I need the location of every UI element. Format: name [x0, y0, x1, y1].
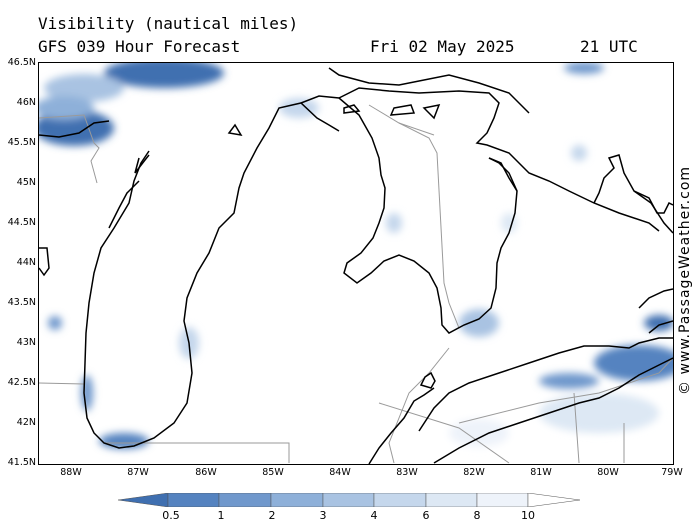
legend-label: 4 — [370, 509, 378, 522]
legend-swatch — [270, 493, 324, 507]
legend-label: 1 — [217, 509, 225, 522]
lat-label: 41.5N — [7, 457, 36, 468]
color-legend — [118, 493, 580, 507]
lat-label: 45N — [16, 177, 36, 188]
legend-swatch — [118, 493, 169, 507]
lon-label: 82W — [463, 467, 485, 478]
great-lakes-map — [39, 63, 673, 464]
forecast-date: Fri 02 May 2025 — [370, 37, 515, 56]
coastlines — [39, 67, 673, 464]
legend-swatch — [373, 493, 427, 507]
lon-label: 84W — [329, 467, 351, 478]
legend-swatch — [527, 493, 580, 507]
lat-label: 44.5N — [7, 217, 36, 228]
lat-label: 46N — [16, 97, 36, 108]
lat-label: 42N — [16, 417, 36, 428]
lon-label: 88W — [60, 467, 82, 478]
map-title: Visibility (nautical miles) — [38, 14, 299, 33]
lon-label: 80W — [597, 467, 619, 478]
lat-label: 45.5N — [7, 137, 36, 148]
legend-label: 0.5 — [162, 509, 180, 522]
legend-swatch — [167, 493, 220, 507]
lon-label: 83W — [396, 467, 418, 478]
legend-label: 3 — [319, 509, 327, 522]
lat-label: 42.5N — [7, 377, 36, 388]
legend-label: 6 — [422, 509, 430, 522]
legend-swatch — [218, 493, 272, 507]
lon-label: 81W — [530, 467, 552, 478]
lat-label: 46.5N — [7, 57, 36, 68]
lon-label: 85W — [262, 467, 284, 478]
legend-swatch — [425, 493, 478, 507]
lon-label: 79W — [661, 467, 683, 478]
legend-swatch — [322, 493, 375, 507]
legend-swatch — [476, 493, 529, 507]
visibility-shading — [39, 63, 673, 449]
lat-label: 43.5N — [7, 297, 36, 308]
political-boundaries — [39, 104, 673, 464]
lat-label: 43N — [16, 337, 36, 348]
legend-label: 2 — [268, 509, 276, 522]
lon-label: 86W — [195, 467, 217, 478]
forecast-time: 21 UTC — [580, 37, 638, 56]
legend-label: 8 — [473, 509, 481, 522]
forecast-model: GFS 039 Hour Forecast — [38, 37, 241, 56]
lat-label: 44N — [16, 257, 36, 268]
lon-label: 87W — [127, 467, 149, 478]
legend-label: 10 — [521, 509, 535, 522]
map-panel — [38, 62, 674, 465]
